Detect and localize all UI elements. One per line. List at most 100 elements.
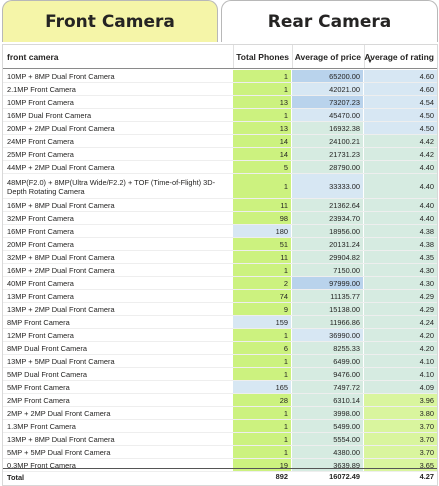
table-row[interactable]: 20MP + 2MP Dual Front Camera 13 16932.38 4.… <box>3 122 437 135</box>
table-row[interactable]: 10MP Front Camera 13 73207.23 4.54 <box>3 96 437 109</box>
total-row: Total 892 16072.49 4.27 <box>3 468 437 485</box>
row-front-camera: 8MP Front Camera <box>7 318 70 327</box>
row-separator <box>3 471 437 472</box>
row-separator <box>3 147 437 148</box>
row-separator <box>3 354 437 355</box>
table-row[interactable]: 13MP Front Camera 74 11135.77 4.29 <box>3 290 437 303</box>
row-front-camera: 13MP + 5MP Dual Front Camera <box>7 357 115 366</box>
row-front-camera: 16MP Front Camera <box>7 227 74 236</box>
table-row[interactable]: 13MP + 8MP Dual Front Camera 1 5554.00 3.70 <box>3 433 437 446</box>
total-rating: 4.27 <box>364 469 437 485</box>
row-separator <box>3 121 437 122</box>
table-row[interactable]: 24MP Front Camera 14 24100.21 4.42 <box>3 135 437 148</box>
column-header-front-camera[interactable]: front camera <box>7 51 59 62</box>
row-total-phones: 1 <box>233 174 291 199</box>
row-front-camera: 13MP + 2MP Dual Front Camera <box>7 305 115 314</box>
table-row[interactable]: 13MP + 5MP Dual Front Camera 1 6499.00 4.10 <box>3 355 437 368</box>
row-front-camera: 13MP + 8MP Dual Front Camera <box>7 435 115 444</box>
row-separator <box>3 302 437 303</box>
row-separator <box>3 211 437 212</box>
column-divider <box>233 45 234 68</box>
table-row[interactable]: 5MP Dual Front Camera 1 9476.00 4.10 <box>3 368 437 381</box>
table-row[interactable]: 8MP Front Camera 159 11966.86 4.24 <box>3 316 437 329</box>
row-front-camera: 5MP Dual Front Camera <box>7 370 87 379</box>
row-separator <box>3 432 437 433</box>
table-row[interactable]: 25MP Front Camera 14 21731.23 4.42 <box>3 148 437 161</box>
row-separator <box>3 198 437 199</box>
row-separator <box>3 263 437 264</box>
table-row[interactable]: 16MP + 8MP Dual Front Camera 11 21362.64 4.… <box>3 199 437 212</box>
table-row[interactable]: 16MP Dual Front Camera 1 45470.00 4.50 <box>3 109 437 122</box>
sort-descending-icon: ▼ <box>367 59 373 65</box>
tab-bar: Front Camera Rear Camera <box>0 0 439 44</box>
table-row[interactable]: 44MP + 2MP Dual Front Camera 5 28790.00 4.4… <box>3 161 437 174</box>
row-separator <box>3 134 437 135</box>
row-separator <box>3 289 437 290</box>
row-separator <box>3 82 437 83</box>
row-front-camera: 13MP Front Camera <box>7 292 74 301</box>
tab-front-camera[interactable]: Front Camera <box>2 0 218 42</box>
row-front-camera: 20MP + 2MP Dual Front Camera <box>7 124 115 133</box>
table-row[interactable]: 8MP Dual Front Camera 6 8255.33 4.20 <box>3 342 437 355</box>
row-separator <box>3 160 437 161</box>
column-header-total-phones[interactable]: Total Phones <box>236 51 289 62</box>
column-divider <box>292 45 293 68</box>
row-separator <box>3 276 437 277</box>
row-separator <box>3 224 437 225</box>
row-separator <box>3 380 437 381</box>
row-front-camera: 2.1MP Front Camera <box>7 85 76 94</box>
row-front-camera: 25MP Front Camera <box>7 150 74 159</box>
table-row[interactable]: 32MP + 8MP Dual Front Camera 11 29904.82 4.… <box>3 251 437 264</box>
row-separator <box>3 445 437 446</box>
row-average-rating: 4.40 <box>364 174 437 199</box>
table-row[interactable]: 2MP Front Camera 28 6310.14 3.96 <box>3 394 437 407</box>
row-separator <box>3 315 437 316</box>
matrix-table: front camera Total Phones Average of pri… <box>2 44 438 486</box>
table-row[interactable]: 13MP + 2MP Dual Front Camera 9 15138.00 4.2… <box>3 303 437 316</box>
table-row[interactable]: 5MP + 5MP Dual Front Camera 1 4380.00 3.70 <box>3 446 437 459</box>
row-front-camera: 5MP + 5MP Dual Front Camera <box>7 448 111 457</box>
table-row[interactable]: 2MP + 2MP Dual Front Camera 1 3998.00 3.80 <box>3 407 437 420</box>
row-front-camera: 1.3MP Front Camera <box>7 422 76 431</box>
row-front-camera: 32MP Front Camera <box>7 214 74 223</box>
total-price: 16072.49 <box>292 469 363 485</box>
row-front-camera: 5MP Front Camera <box>7 383 70 392</box>
table-row[interactable]: 5MP Front Camera 165 7497.72 4.09 <box>3 381 437 394</box>
row-separator <box>3 250 437 251</box>
row-front-camera: 16MP Dual Front Camera <box>7 111 92 120</box>
column-header-average-price[interactable]: Average of price <box>294 51 361 62</box>
table-row[interactable]: 40MP Front Camera 2 97999.00 4.30 <box>3 277 437 290</box>
row-front-camera: 12MP Front Camera <box>7 331 74 340</box>
total-label: Total <box>7 472 25 482</box>
row-separator <box>3 406 437 407</box>
row-front-camera: 8MP Dual Front Camera <box>7 344 87 353</box>
row-front-camera: 20MP Front Camera <box>7 240 74 249</box>
column-header-average-rating[interactable]: Average of rating <box>364 51 434 62</box>
row-front-camera: 2MP + 2MP Dual Front Camera <box>7 409 111 418</box>
table-row[interactable]: 10MP + 8MP Dual Front Camera 1 65200.00 4.6… <box>3 70 437 83</box>
row-separator <box>3 458 437 459</box>
table-row[interactable]: 20MP Front Camera 51 20131.24 4.38 <box>3 238 437 251</box>
row-front-camera: 40MP Front Camera <box>7 279 74 288</box>
row-separator <box>3 237 437 238</box>
row-front-camera: 10MP Front Camera <box>7 98 74 107</box>
row-separator <box>3 173 437 174</box>
row-separator <box>3 393 437 394</box>
table-row[interactable]: 2.1MP Front Camera 1 42021.00 4.60 <box>3 83 437 96</box>
row-separator <box>3 328 437 329</box>
column-divider <box>364 45 365 68</box>
table-row[interactable]: 16MP + 2MP Dual Front Camera 1 7150.00 4.30 <box>3 264 437 277</box>
row-front-camera: 48MP(F2.0) + 8MP(Ultra Wide/F2.2) + TOF … <box>7 177 216 196</box>
table-row[interactable]: 1.3MP Front Camera 1 5499.00 3.70 <box>3 420 437 433</box>
table-row[interactable]: 32MP Front Camera 98 23934.70 4.40 <box>3 212 437 225</box>
table-row[interactable]: 16MP Front Camera 180 18956.00 4.38 <box>3 225 437 238</box>
table-row[interactable]: 12MP Front Camera 1 36990.00 4.20 <box>3 329 437 342</box>
total-phones: 892 <box>233 469 291 485</box>
row-front-camera: 16MP + 8MP Dual Front Camera <box>7 201 115 210</box>
tab-rear-camera[interactable]: Rear Camera <box>221 0 438 42</box>
row-separator <box>3 108 437 109</box>
row-separator <box>3 367 437 368</box>
table-row[interactable]: 48MP(F2.0) + 8MP(Ultra Wide/F2.2) + TOF … <box>3 174 437 199</box>
row-average-price: 33333.00 <box>292 174 363 199</box>
row-front-camera: 2MP Front Camera <box>7 396 70 405</box>
